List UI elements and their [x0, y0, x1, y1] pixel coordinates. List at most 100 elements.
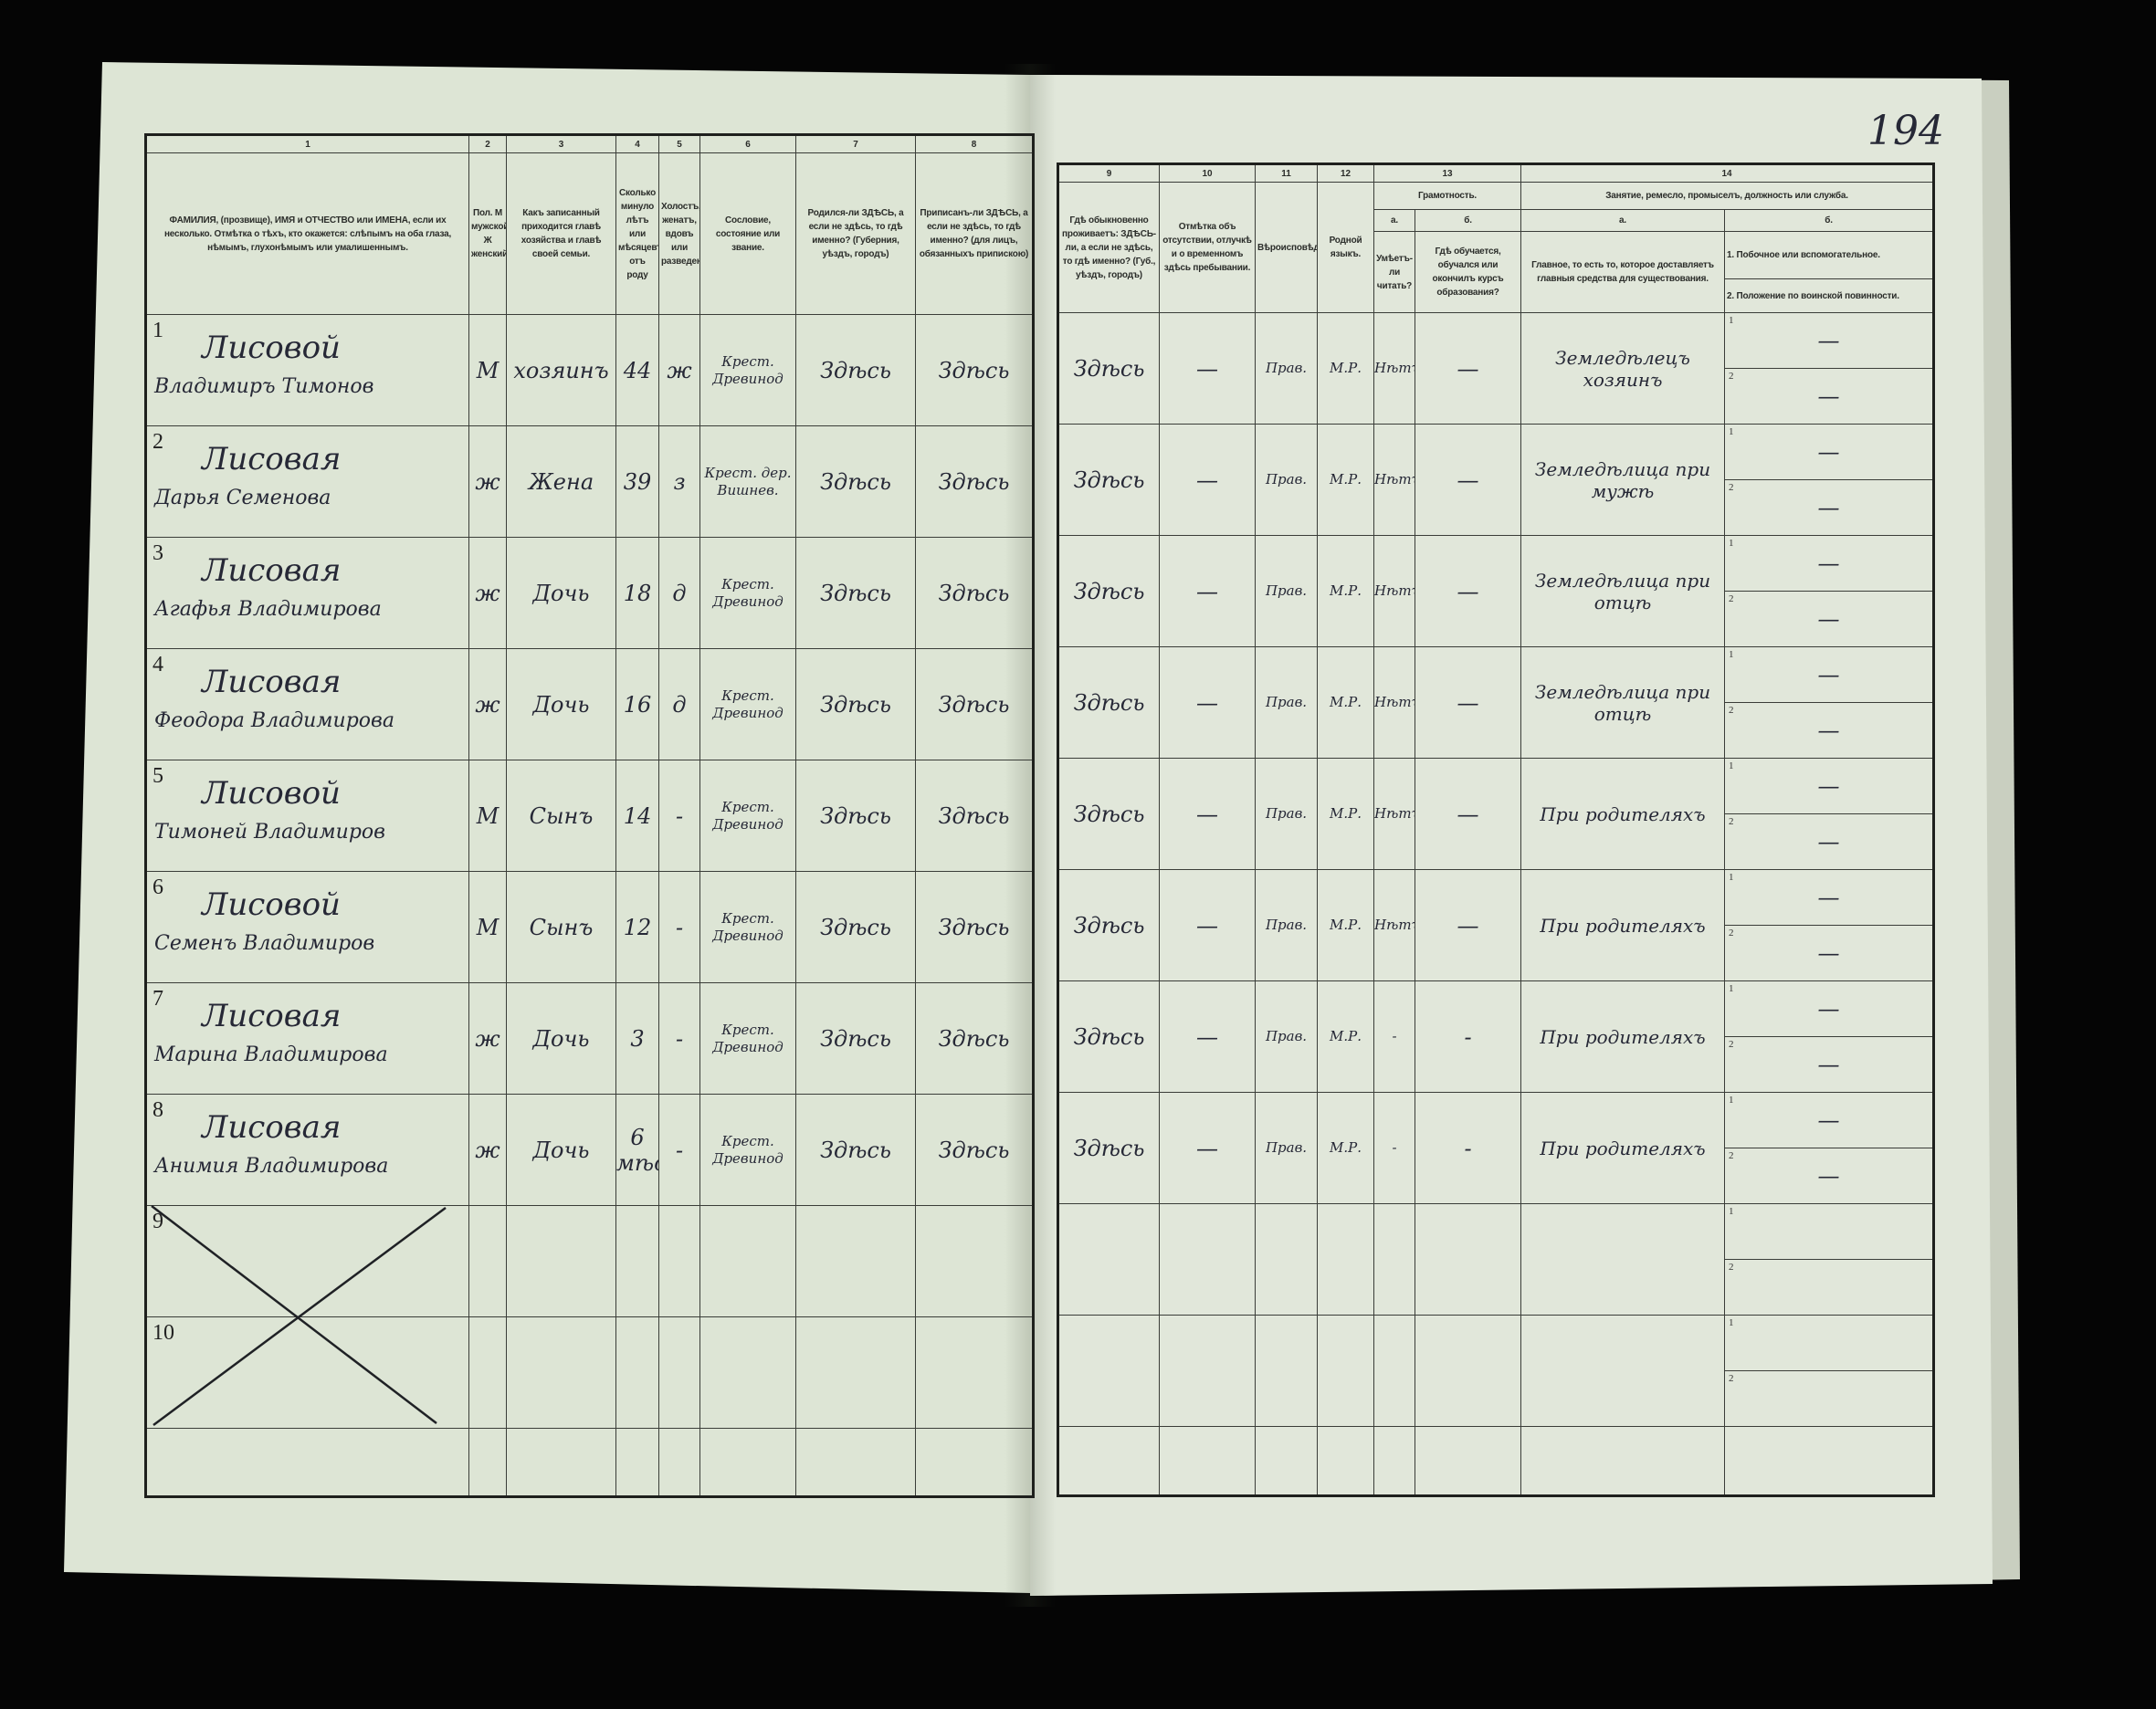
age-cell-text: 44: [623, 357, 652, 383]
birthplace-cell: Здѣсь: [795, 425, 916, 538]
language-cell-text: М.Р.: [1330, 694, 1362, 710]
sex-cell: [468, 1205, 507, 1317]
surname: Лисовой: [202, 886, 341, 923]
religion-cell: Прав.: [1255, 424, 1318, 536]
birthplace-cell: Здѣсь: [795, 648, 916, 760]
absence-cell: —: [1159, 869, 1256, 981]
sex-cell: ж: [468, 1094, 507, 1206]
language-cell-text: М.Р.: [1330, 805, 1362, 822]
sex-cell-text: ж: [475, 691, 500, 718]
occupation-cell: Земледѣлица при отцѣ: [1520, 535, 1725, 647]
side-occupation-cell: 1—2—: [1724, 758, 1934, 870]
given-name: Семенъ Владимиров: [154, 932, 375, 955]
table-row: Здѣсь — Прав. М.Р. Нѣтъ — Земледѣлецъ хозяинъ 1…: [1057, 312, 1934, 425]
literacy-cell-text: Нѣтъ: [1374, 694, 1415, 710]
subrow-number: 1: [1729, 1206, 1734, 1217]
age-cell: 39: [615, 425, 659, 538]
marital-cell: -: [658, 982, 700, 1095]
estate-cell-text: Крест. Древинод: [712, 1132, 784, 1167]
military-value: —: [1817, 940, 1840, 966]
header-side-occupation: 1. Побочное или вспомогательное.: [1724, 231, 1934, 279]
subrow-number: 1: [1729, 649, 1734, 660]
name-cell: 2 Лисовая Дарья Семенова: [145, 425, 469, 538]
row-number: 9: [152, 1210, 163, 1233]
given-name: Дарья Семенова: [154, 487, 331, 509]
relation-cell: Сынъ: [506, 760, 616, 872]
side-occupation-subcell: 1—: [1725, 760, 1932, 814]
literacy-cell: Нѣтъ: [1373, 312, 1415, 425]
side-occupation-subcell: 1—: [1725, 1094, 1932, 1148]
registered-cell: [915, 1316, 1034, 1429]
residence-cell-text: Здѣсь: [1073, 467, 1145, 493]
literacy-cell: [1373, 1315, 1415, 1427]
side-occupation-subcell: 1: [1725, 1205, 1932, 1260]
registered-cell: [915, 1205, 1034, 1317]
language-cell: М.Р.: [1317, 980, 1374, 1093]
col-num: 4: [615, 134, 659, 153]
side-value: —: [1817, 996, 1840, 1022]
registered-cell-text: Здѣсь: [938, 914, 1010, 940]
registered-cell: Здѣсь: [915, 871, 1034, 983]
literacy-cell-text: -: [1392, 1139, 1397, 1156]
side-occupation-cell: 1—2—: [1724, 424, 1934, 536]
header-letter: б.: [1724, 209, 1934, 232]
subrow-number: 1: [1729, 315, 1734, 326]
header-letter: а.: [1520, 209, 1725, 232]
education-cell-text: —: [1457, 355, 1479, 382]
occupation-cell: Земледѣлица при мужѣ: [1520, 424, 1725, 536]
registered-cell: Здѣсь: [915, 760, 1034, 872]
military-subcell: 2: [1726, 1260, 1933, 1315]
occupation-cell: Земледѣлица при отцѣ: [1520, 646, 1725, 759]
col-num: 6: [699, 134, 796, 153]
side-occupation-subcell: 1—: [1725, 314, 1932, 369]
marital-cell: з: [658, 425, 700, 538]
education-cell: -: [1415, 1092, 1521, 1204]
header-education: Гдѣ обучается, обучался или окончилъ кур…: [1415, 231, 1521, 313]
education-cell: —: [1415, 869, 1521, 981]
age-cell-text: 6 мѣс.: [616, 1124, 658, 1176]
col-num: 5: [658, 134, 700, 153]
side-value: —: [1817, 550, 1840, 576]
column-header-row: ФАМИЛИЯ, (прозвище), ИМЯ и ОТЧЕСТВО или …: [145, 152, 1034, 315]
column-header: Какъ записанный приходится главѣ хозяйст…: [506, 152, 616, 315]
table-row: 3 Лисовая Агафья Владимирова ж Дочь 18 д Крест.…: [145, 537, 1034, 649]
table-row: 9: [145, 1205, 1034, 1317]
education-cell: [1415, 1315, 1521, 1427]
residence-cell-text: Здѣсь: [1073, 1023, 1145, 1050]
subrow-number: 2: [1729, 816, 1734, 827]
age-cell: [615, 1205, 659, 1317]
col-num: 2: [468, 134, 507, 153]
relation-cell: Дочь: [506, 648, 616, 760]
table-row: Здѣсь — Прав. М.Р. Нѣтъ — Земледѣлица при мужѣ…: [1057, 424, 1934, 536]
row-number: 6: [152, 875, 163, 899]
name-cell: 3 Лисовая Агафья Владимирова: [145, 537, 469, 649]
education-cell-text: —: [1457, 689, 1479, 716]
registered-cell: Здѣсь: [915, 537, 1034, 649]
relation-cell: [506, 1205, 616, 1317]
residence-cell-text: Здѣсь: [1073, 355, 1145, 382]
name-cell: 8 Лисовая Анимия Владимирова: [145, 1094, 469, 1206]
table-row: 5 Лисовой Тимоней Владимиров М Сынъ 14- Крест.…: [145, 760, 1034, 872]
sex-cell: М: [468, 314, 507, 426]
religion-cell: Прав.: [1255, 1092, 1318, 1204]
table-row: 10: [145, 1316, 1034, 1429]
row-number: 5: [152, 764, 163, 788]
language-cell: [1317, 1203, 1374, 1316]
birthplace-cell-text: Здѣсь: [820, 1137, 891, 1163]
sex-cell: [468, 1316, 507, 1429]
name-cell: 5 Лисовой Тимоней Владимиров: [145, 760, 469, 872]
occupation-cell: [1520, 1315, 1725, 1427]
registered-cell-text: Здѣсь: [938, 1025, 1010, 1052]
birthplace-cell-text: Здѣсь: [820, 914, 891, 940]
subrow-number: 1: [1729, 872, 1734, 883]
sex-cell: ж: [468, 425, 507, 538]
relation-cell-text: Дочь: [532, 691, 590, 718]
birthplace-cell-text: Здѣсь: [820, 357, 891, 383]
age-cell: 18: [615, 537, 659, 649]
column-header: Сословие, состояние или звание.: [699, 152, 796, 315]
row-number: 1: [152, 319, 163, 342]
